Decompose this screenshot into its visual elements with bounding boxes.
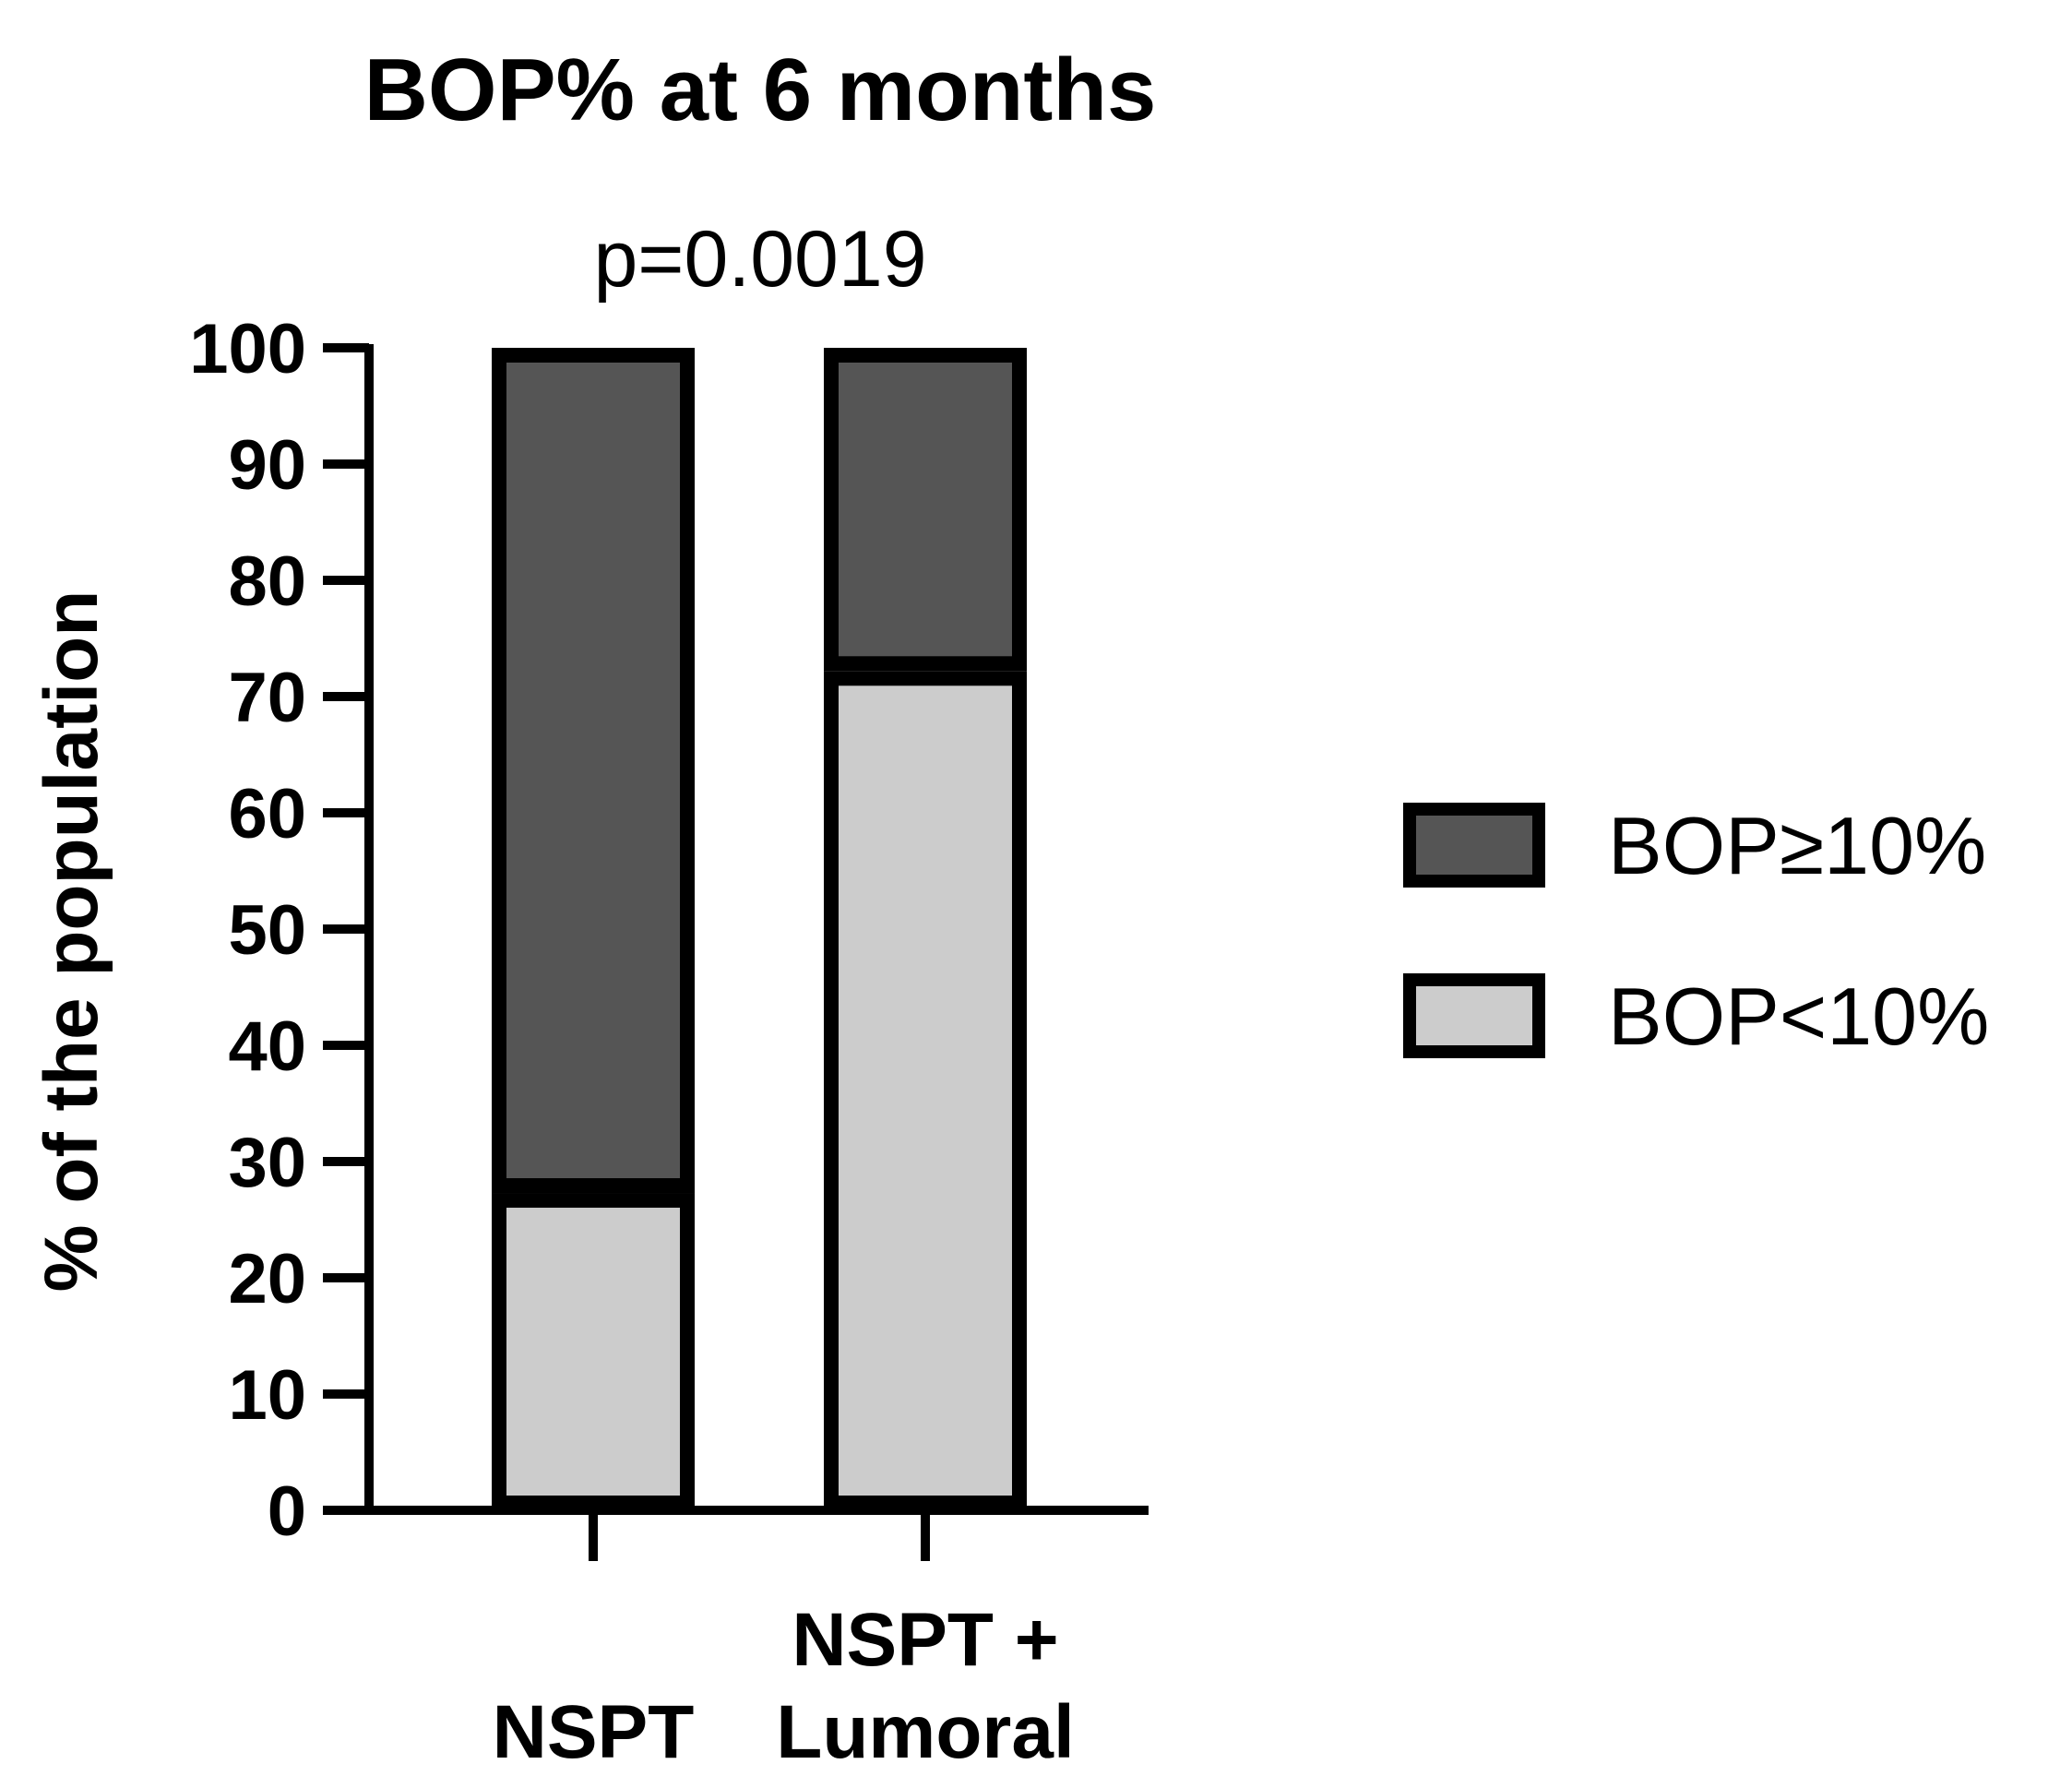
y-tick-label: 60: [228, 775, 306, 853]
bar-segment-2-bop-lt-10: [824, 671, 1027, 1510]
p-value-annotation: p=0.0019: [593, 215, 926, 304]
y-tick-label: 90: [228, 426, 306, 505]
y-tick-label: 20: [228, 1240, 306, 1318]
legend-swatch: [1403, 973, 1545, 1058]
chart-title: BOP% at 6 months: [364, 41, 1157, 139]
y-tick-label: 50: [228, 891, 306, 970]
legend: BOP≥10% BOP<10%: [1403, 800, 1989, 1062]
y-tick-label: 40: [228, 1007, 306, 1086]
bar-segment-1-bop-ge-10: [492, 348, 695, 1194]
y-axis-label: % of the population: [30, 590, 113, 1293]
y-tick-label: 100: [189, 310, 306, 388]
legend-swatch: [1403, 803, 1545, 888]
bar-segment-1-bop-lt-10: [492, 1193, 695, 1511]
y-tick-label: 80: [228, 542, 306, 621]
x-category-label: Lumoral: [776, 1690, 1074, 1774]
bars-layer: [492, 348, 1027, 1511]
y-tick-label: 30: [228, 1124, 306, 1202]
y-tick-label: 10: [228, 1356, 306, 1435]
bar-segment-2-bop-ge-10: [824, 348, 1027, 672]
legend-label: BOP≥10%: [1608, 800, 1986, 891]
y-ticks-layer: 0 10 20 30 40 50 60 70 80 90 100: [189, 310, 369, 1551]
x-ticks-layer: NSPT NSPT +Lumoral: [493, 1510, 1075, 1774]
x-category-label: NSPT +: [792, 1598, 1058, 1682]
x-category-label: NSPT: [493, 1690, 695, 1774]
y-tick-label: 70: [228, 659, 306, 737]
y-tick-label: 0: [268, 1472, 306, 1551]
legend-label: BOP<10%: [1608, 971, 1989, 1062]
